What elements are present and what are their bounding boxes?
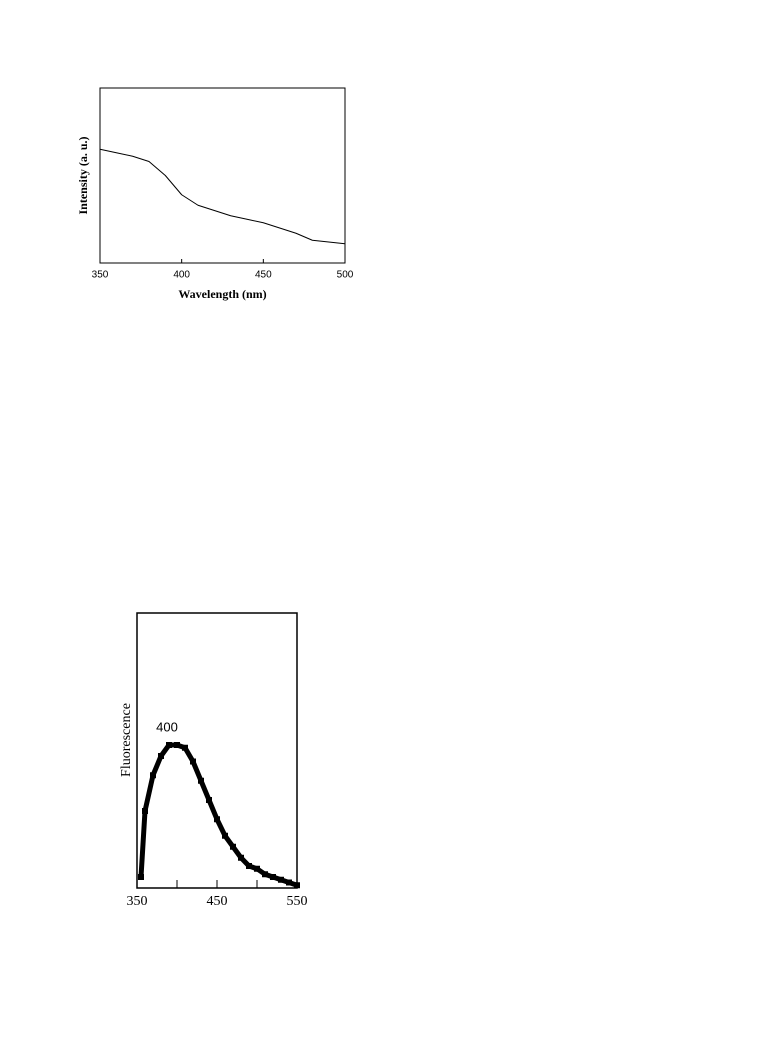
data-point [270,874,276,880]
data-point [174,742,180,748]
data-point [150,772,156,779]
data-line [99,148,346,245]
data-point [138,874,144,880]
plot-frame [99,87,346,264]
peak-annotation: 400 [156,719,178,734]
data-point [262,871,268,878]
x-tick-label: 450 [207,894,228,909]
data-point [142,808,148,814]
x-tick-label: 350 [127,894,148,909]
data-point [230,843,236,850]
data-point [246,863,252,869]
plot-frame [136,612,298,889]
data-point [294,882,300,889]
x-tick-label: 500 [337,270,354,281]
x-axis-label: Wavelength (nm) [178,287,266,301]
data-point [158,753,164,759]
data-point [238,854,244,861]
data-point [254,865,260,872]
y-axis-label: Intensity (a. u.) [76,136,90,214]
x-tick-label: 450 [255,270,272,281]
data-point [190,758,196,765]
data-point [198,777,204,784]
x-tick-label: 350 [92,270,109,281]
data-point [278,876,284,883]
data-point [166,742,172,748]
x-tick-label: 550 [287,894,308,909]
x-tick-label: 400 [173,270,190,281]
data-point [206,797,212,803]
data-point [214,816,220,823]
data-point [222,832,228,839]
y-axis-label: Fluorescence [119,703,134,777]
data-line [138,742,298,888]
data-point [286,879,292,886]
data-point [182,744,188,751]
